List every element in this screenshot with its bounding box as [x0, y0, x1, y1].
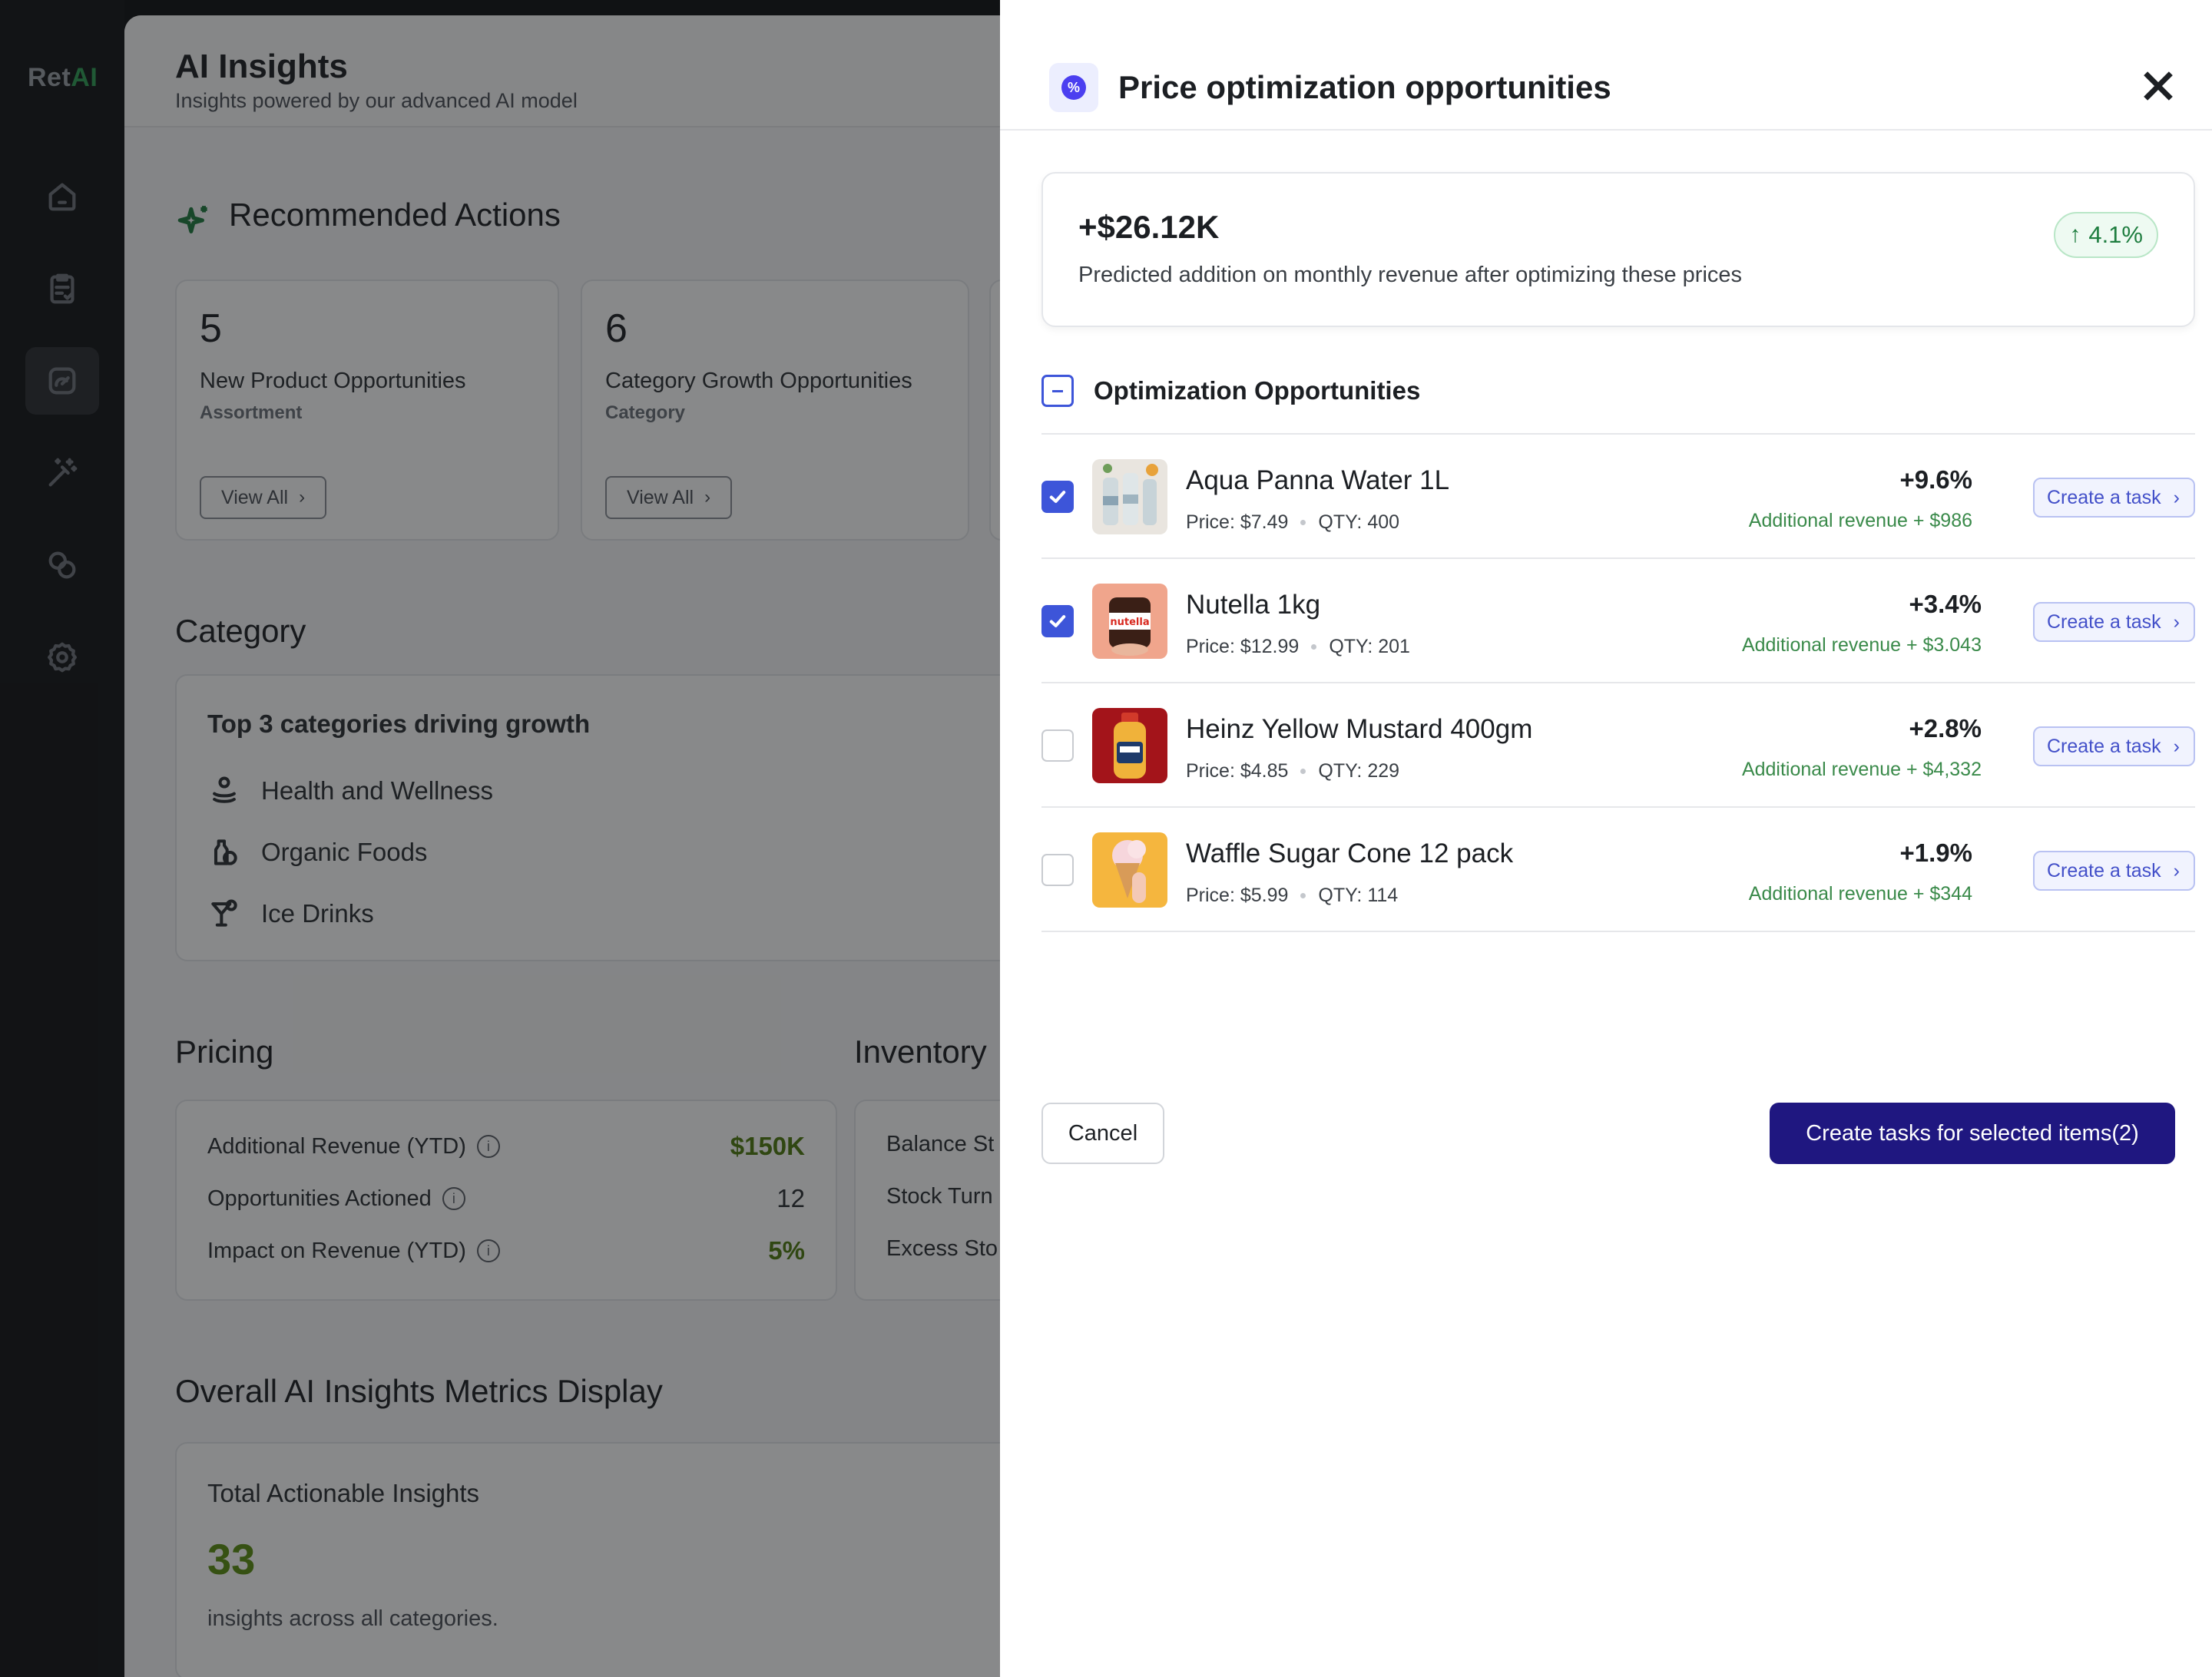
product-name: Aqua Panna Water 1L	[1186, 465, 1450, 495]
close-button[interactable]	[2137, 64, 2180, 108]
create-task-button[interactable]: Create a task ›	[2032, 602, 2195, 642]
modal-backdrop[interactable]	[0, 0, 1000, 1677]
product-thumbnail-water	[1092, 459, 1167, 534]
revenue-summary-card: +$26.12K Predicted addition on monthly r…	[1041, 172, 2195, 327]
list-item: Waffle Sugar Cone 12 pack Price: $5.99 QT…	[1041, 808, 2195, 932]
chevron-right-icon: ›	[2173, 486, 2180, 508]
product-thumbnail-cone	[1092, 832, 1167, 908]
close-icon	[2144, 71, 2173, 101]
product-name: Waffle Sugar Cone 12 pack	[1186, 838, 1514, 868]
product-meta: Price: $12.99 QTY: 201	[1186, 636, 1410, 657]
divider	[1041, 682, 2195, 683]
additional-revenue: Additional revenue + $3.043	[1741, 634, 1982, 656]
additional-revenue: Additional revenue + $4,332	[1741, 759, 1982, 780]
additional-revenue: Additional revenue + $986	[1748, 510, 1972, 531]
create-task-button[interactable]: Create a task ›	[2032, 726, 2195, 766]
drawer-header: % Price optimization opportunities	[1049, 63, 1611, 112]
svg-text:nutella: nutella	[1110, 617, 1149, 628]
predicted-amount: +$26.12K	[1078, 209, 1220, 245]
chevron-right-icon: ›	[2173, 735, 2180, 757]
price-change: +2.8%	[1909, 714, 1982, 743]
product-meta: Price: $7.49 QTY: 400	[1186, 511, 1400, 533]
change-badge: ↑ 4.1%	[2054, 212, 2158, 258]
drawer-title: Price optimization opportunities	[1118, 69, 1611, 105]
predicted-description: Predicted addition on monthly revenue af…	[1078, 263, 1743, 287]
check-icon	[1049, 491, 1066, 503]
item-checkbox[interactable]	[1041, 605, 1074, 637]
item-checkbox[interactable]	[1041, 854, 1074, 886]
create-task-button[interactable]: Create a task ›	[2032, 478, 2195, 518]
create-task-button[interactable]: Create a task ›	[2032, 851, 2195, 891]
product-thumbnail-mustard	[1092, 708, 1167, 783]
arrow-up-icon: ↑	[2069, 222, 2081, 247]
list-item: nutella Nutella 1kg Price: $12.99 QTY: 20…	[1041, 559, 2195, 683]
select-all-checkbox[interactable]	[1041, 375, 1074, 407]
list-item: Heinz Yellow Mustard 400gm Price: $4.85 Q…	[1041, 683, 2195, 808]
minus-icon	[1052, 389, 1063, 392]
item-checkbox[interactable]	[1041, 729, 1074, 762]
cancel-button[interactable]: Cancel	[1041, 1103, 1164, 1164]
discount-badge-icon: %	[1049, 63, 1098, 112]
divider	[1041, 931, 2195, 932]
product-meta: Price: $5.99 QTY: 114	[1186, 885, 1399, 906]
product-name: Nutella 1kg	[1186, 590, 1321, 620]
price-optimization-drawer: % Price optimization opportunities +$26.…	[1000, 0, 2212, 1677]
divider	[1041, 433, 2195, 435]
product-thumbnail-nutella: nutella	[1092, 584, 1167, 659]
product-meta: Price: $4.85 QTY: 229	[1186, 760, 1400, 782]
chevron-right-icon: ›	[2173, 610, 2180, 633]
divider	[1041, 557, 2195, 559]
price-change: +1.9%	[1899, 838, 1973, 867]
additional-revenue: Additional revenue + $344	[1748, 883, 1972, 905]
item-checkbox[interactable]	[1041, 481, 1074, 513]
list-item: Aqua Panna Water 1L Price: $7.49 QTY: 400…	[1041, 435, 2195, 559]
chevron-right-icon: ›	[2173, 859, 2180, 882]
check-icon	[1049, 615, 1066, 627]
price-change: +9.6%	[1899, 465, 1973, 494]
price-change: +3.4%	[1909, 590, 1982, 618]
create-tasks-button[interactable]: Create tasks for selected items(2)	[1770, 1103, 2175, 1164]
divider	[1000, 129, 2212, 131]
divider	[1041, 806, 2195, 808]
opportunities-title: Optimization Opportunities	[1094, 376, 1421, 405]
product-name: Heinz Yellow Mustard 400gm	[1186, 714, 1533, 744]
opportunities-header: Optimization Opportunities	[1041, 375, 1420, 407]
